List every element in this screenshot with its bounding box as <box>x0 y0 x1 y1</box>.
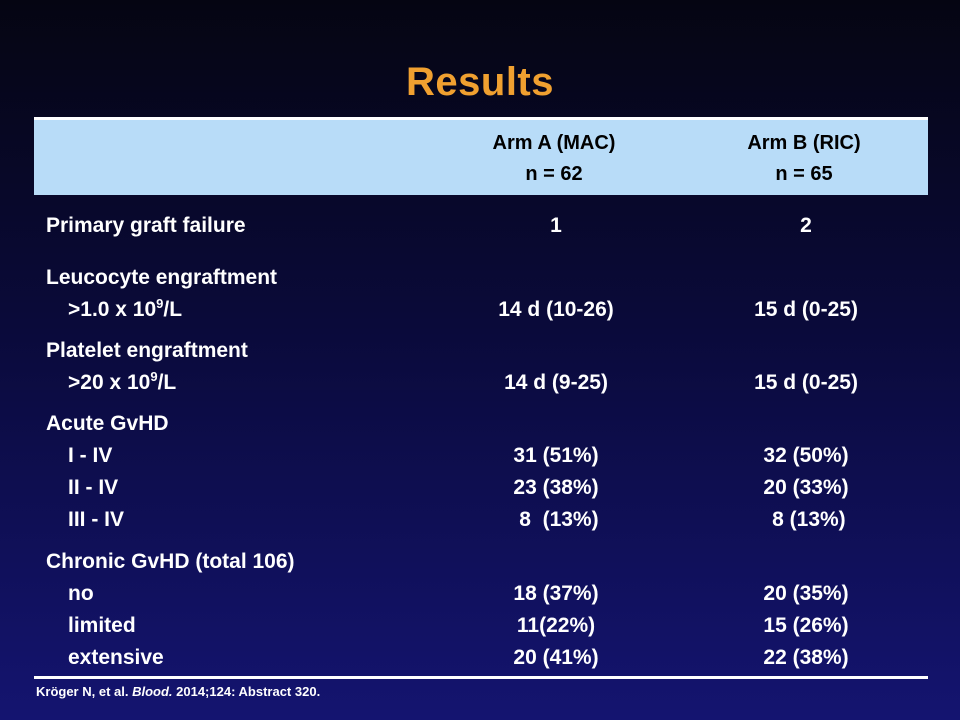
chronic-grade-label: extensive <box>68 646 164 669</box>
acute-grade-label: I - IV <box>68 444 113 467</box>
platelet-threshold: >20 x 109/L <box>68 367 176 399</box>
chronic-grade-arm-a: 20 (41%) <box>513 646 599 669</box>
chronic-grade-arm-b: 20 (35%) <box>763 582 849 605</box>
leucocyte-threshold-unit: /L <box>163 298 183 321</box>
leucocyte-threshold-exp: 9 <box>156 296 164 311</box>
platelet-threshold-unit: /L <box>157 371 177 394</box>
chronic-grade-arm-b: 22 (38%) <box>763 646 849 669</box>
row-label-primary-graft-failure: Primary graft failure <box>46 214 246 237</box>
acute-grade-arm-b: 8 (13%) <box>766 508 846 531</box>
page-title: Results <box>406 60 554 104</box>
primary-graft-failure-arm-b: 2 <box>800 214 812 237</box>
chronic-grade-arm-a: 11(22%) <box>516 614 596 637</box>
chronic-grade-arm-a: 18 (37%) <box>513 582 599 605</box>
citation-journal: Blood. <box>132 684 173 699</box>
acute-grade-arm-a: 23 (38%) <box>513 476 599 499</box>
leucocyte-threshold: >1.0 x 109/L <box>68 294 182 326</box>
platelet-arm-b: 15 d (0-25) <box>754 371 858 394</box>
table-top-rule <box>34 117 928 120</box>
citation-authors: Kröger N, et al. <box>36 684 133 699</box>
column-header-arm-b: Arm B (RIC) n = 65 <box>674 128 934 190</box>
arm-b-name: Arm B (RIC) <box>747 132 861 154</box>
chronic-grade-label: limited <box>68 614 136 637</box>
acute-grade-arm-a: 31 (51%) <box>513 444 599 467</box>
arm-a-n: n = 62 <box>525 163 583 185</box>
acute-grade-arm-a: 8 (13%) <box>513 508 599 531</box>
chronic-grade-arm-b: 15 (26%) <box>763 614 849 637</box>
acute-grade-arm-b: 32 (50%) <box>763 444 849 467</box>
acute-grade-arm-b: 20 (33%) <box>763 476 849 499</box>
row-label-platelet-engraftment: Platelet engraftment <box>46 339 248 362</box>
platelet-threshold-exp: 9 <box>150 369 158 384</box>
row-label-acute-gvhd: Acute GvHD <box>46 412 169 435</box>
arm-b-n: n = 65 <box>775 163 833 185</box>
leucocyte-arm-b: 15 d (0-25) <box>754 298 858 321</box>
leucocyte-arm-a: 14 d (10-26) <box>498 298 614 321</box>
citation-footer: Kröger N, et al. Blood. 2014;124: Abstra… <box>36 684 320 699</box>
row-label-chronic-gvhd: Chronic GvHD (total 106) <box>46 550 295 573</box>
platelet-threshold-prefix: >20 x 10 <box>68 371 151 394</box>
platelet-arm-a: 14 d (9-25) <box>504 371 608 394</box>
column-header-arm-a: Arm A (MAC) n = 62 <box>424 128 684 190</box>
row-label-leucocyte-engraftment: Leucocyte engraftment <box>46 266 278 289</box>
acute-grade-label: III - IV <box>68 508 125 531</box>
acute-grade-label: II - IV <box>68 476 119 499</box>
primary-graft-failure-arm-a: 1 <box>550 214 562 237</box>
arm-a-name: Arm A (MAC) <box>492 132 616 154</box>
table-bottom-rule <box>34 676 928 679</box>
citation-details: 2014;124: Abstract 320. <box>172 684 321 699</box>
chronic-grade-label: no <box>68 582 94 605</box>
table-header-band <box>34 120 928 195</box>
leucocyte-threshold-prefix: >1.0 x 10 <box>68 298 157 321</box>
